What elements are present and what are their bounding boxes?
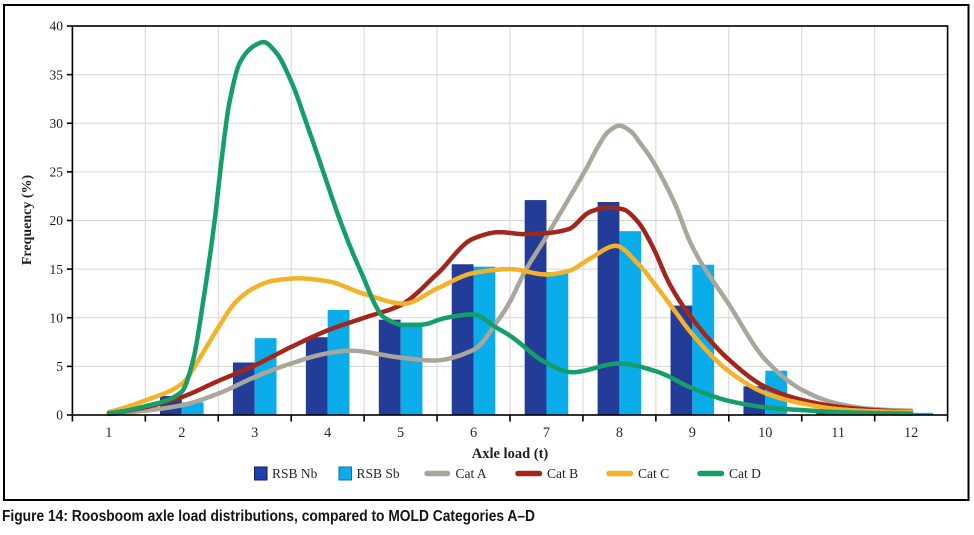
svg-text:8: 8 bbox=[616, 425, 623, 441]
svg-text:RSB Nb: RSB Nb bbox=[272, 466, 318, 481]
svg-text:Cat C: Cat C bbox=[638, 466, 669, 481]
svg-text:3: 3 bbox=[251, 425, 258, 441]
svg-text:30: 30 bbox=[50, 116, 64, 131]
svg-text:20: 20 bbox=[50, 213, 64, 228]
svg-text:12: 12 bbox=[904, 425, 918, 441]
svg-text:9: 9 bbox=[689, 425, 696, 441]
svg-text:RSB Sb: RSB Sb bbox=[357, 466, 400, 481]
svg-text:25: 25 bbox=[50, 165, 64, 180]
svg-text:5: 5 bbox=[397, 425, 404, 441]
svg-text:35: 35 bbox=[50, 67, 64, 82]
svg-text:Cat B: Cat B bbox=[547, 466, 578, 481]
svg-text:11: 11 bbox=[831, 425, 845, 441]
svg-text:7: 7 bbox=[543, 425, 550, 441]
svg-text:10: 10 bbox=[50, 310, 64, 325]
svg-text:6: 6 bbox=[470, 425, 477, 441]
svg-text:Cat D: Cat D bbox=[729, 466, 761, 481]
svg-text:10: 10 bbox=[758, 425, 772, 441]
svg-text:Frequency (%): Frequency (%) bbox=[20, 174, 35, 265]
svg-text:Cat A: Cat A bbox=[456, 466, 487, 481]
svg-text:5: 5 bbox=[56, 359, 63, 374]
svg-text:15: 15 bbox=[50, 262, 64, 277]
svg-text:4: 4 bbox=[324, 425, 331, 441]
svg-text:2: 2 bbox=[178, 425, 185, 441]
svg-text:1: 1 bbox=[105, 425, 112, 441]
svg-text:40: 40 bbox=[50, 19, 64, 34]
svg-text:0: 0 bbox=[56, 408, 63, 423]
svg-text:Axle load (t): Axle load (t) bbox=[472, 446, 549, 462]
